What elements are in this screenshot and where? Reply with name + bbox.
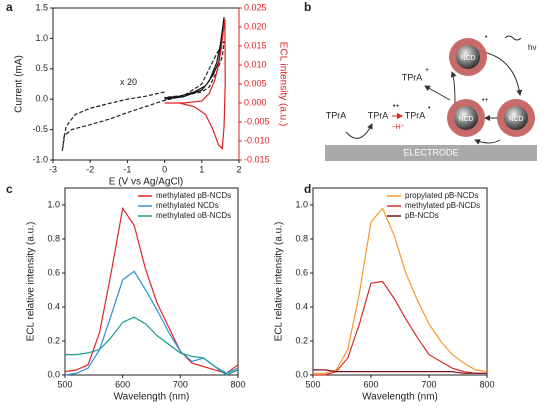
y-tick-label: 1.5 [35,2,48,12]
legend-label: propylated pB-NCDs [405,191,478,200]
y-tick-label: 0.0 [295,369,308,379]
series-line [64,206,239,374]
arrow [450,71,457,105]
x-tick-label: 2 [236,164,241,174]
arrow [474,139,501,145]
x-axis-label: E (V vs Ag/AgCl) [109,177,183,188]
emission: hν [528,43,536,52]
y-tick-label: 0.2 [47,335,60,345]
y-tick-label: 0.4 [47,301,60,311]
species: TPrA [402,72,423,82]
x-tick-label: -1 [123,164,131,174]
series-line [313,280,487,376]
y-tick-label: 1.0 [295,199,308,209]
y2-tick-label: 0.000 [244,97,267,107]
plot-frame [312,187,488,376]
arrow [424,85,451,101]
plot-frame [52,7,240,161]
particle-label: NCD [508,116,523,123]
y-tick-label: 1.0 [35,33,48,43]
x-tick-label: 700 [173,379,188,389]
y2-tick-label: 0.005 [244,78,267,88]
panel-label: a [6,0,13,14]
panel-label: b [304,0,311,14]
y-tick-label: 0.0 [47,369,60,379]
legend-label: methylated oB-NCDs [156,211,231,220]
species: TPrA [368,110,389,120]
series-line [313,369,487,374]
y-tick-label: 0.0 [35,94,48,104]
plot-frame [64,187,239,376]
x-tick-label: 0 [162,164,167,174]
x-tick-label: 600 [363,379,378,389]
species: TPrA [405,110,426,120]
x-tick-label: -2 [86,164,94,174]
y-tick-label: -0.5 [32,124,48,134]
y2-tick-label: -0.005 [244,116,270,126]
y-axis-label: ECL relative intensity (a.u.) [274,222,285,342]
y-axis-label: Current (mA) [14,55,25,113]
y-tick-label: 0.8 [295,233,308,243]
panel-label: c [6,182,13,196]
series-line [65,316,239,376]
y2-tick-label: 0.015 [244,40,267,50]
y2-tick-label: 0.025 [244,2,267,12]
x-tick-label: 600 [115,379,130,389]
y-tick-label: 0.5 [35,63,48,73]
electrode [325,145,537,161]
y-tick-label: 0.4 [295,301,308,311]
y-tick-label: -1.0 [32,154,48,164]
superscript: •+ [482,97,489,104]
y-tick-label: 0.6 [47,267,60,277]
x-tick-label: 700 [421,379,436,389]
y2-tick-label: 0.010 [244,59,267,69]
legend-label: methylated pB-NCDs [156,191,231,200]
y-tick-label: 1.0 [47,199,60,209]
y2-axis-label: ECL intensity (a.u.) [277,42,288,127]
x-tick-label: 800 [230,379,245,389]
y-tick-label: 0.8 [47,233,60,243]
series-line [313,207,488,374]
x-axis-label: Wavelength (nm) [362,392,438,403]
particle-core [504,106,528,130]
arrow [345,123,373,139]
superscript: • [485,34,488,41]
x-axis-label: Wavelength (nm) [114,392,190,403]
electrode-label: ELECTRODE [403,147,458,157]
y2-tick-label: -0.010 [244,135,270,145]
superscript: •+ [393,103,400,110]
x-tick-label: 1 [199,164,204,174]
arrow [483,51,523,96]
x-tick-label: 500 [57,379,72,389]
particle-core [456,45,480,69]
series-line [61,41,225,151]
superscript: • [428,105,431,112]
panel-label: d [304,182,311,196]
particle-core [454,106,478,130]
y-tick-label: 0.6 [295,267,308,277]
y-axis-label: ECL relative intensity (a.u.) [26,222,37,342]
series-line [164,19,226,150]
diagram: ELECTRODE TPrA TPrA •+ TPrA • TPrA + −H⁺… [325,34,537,161]
particle-label: NCD [458,116,473,123]
x-tick-label: 500 [305,379,320,389]
annotation: x 20 [120,77,137,87]
superscript: + [425,67,429,74]
legend-label: methylated pB-NCDs [405,201,480,210]
particle-label: NCD [460,55,475,62]
series-line [164,17,225,100]
wave [504,35,522,41]
species: TPrA [326,110,347,120]
y-tick-label: 0.2 [295,335,308,345]
x-tick-label: 800 [479,379,494,389]
legend-label: methylated NCDs [156,201,219,210]
y2-tick-label: -0.015 [244,154,270,164]
y2-tick-label: 0.020 [244,21,267,31]
x-tick-label: -3 [49,164,57,174]
deprotonation: −H⁺ [392,124,405,131]
legend-label: pB-NCDs [405,211,439,220]
